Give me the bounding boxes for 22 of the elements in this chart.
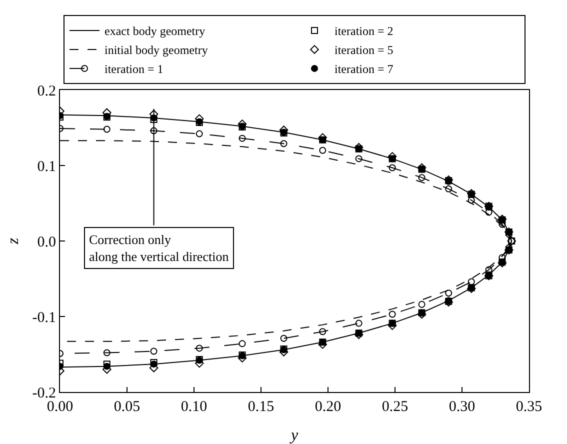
y-axis-title: z	[5, 237, 22, 246]
legend-label: exact body geometry	[104, 24, 206, 38]
y-tick-label: 0.2	[37, 83, 56, 100]
legend-label: iteration = 7	[334, 62, 394, 76]
x-tick-label: 0.20	[314, 399, 342, 415]
legend-label: iteration = 5	[334, 43, 394, 58]
x-axis-title: y	[288, 427, 299, 444]
x-tick-label: 0.10	[180, 399, 208, 415]
legend-label: iteration = 1	[104, 62, 164, 76]
x-tick-label: 0.15	[248, 399, 274, 415]
legend-label: iteration = 2	[334, 24, 394, 38]
x-tick-label: 0.05	[114, 399, 140, 415]
legend-label: initial body geometry	[104, 43, 208, 58]
y-tick-label: -0.1	[32, 310, 56, 326]
x-tick-label: 0.30	[448, 399, 476, 415]
y-tick-label: -0.2	[32, 385, 56, 402]
x-tick-label: 0.35	[516, 399, 542, 415]
x-tick-label: 0.00	[46, 399, 74, 415]
y-tick-label: 0.0	[37, 234, 56, 250]
y-tick-label: 0.1	[37, 158, 56, 175]
x-tick-label: 0.25	[382, 399, 408, 415]
annotation: Correction only along the vertical direction	[89, 232, 230, 264]
